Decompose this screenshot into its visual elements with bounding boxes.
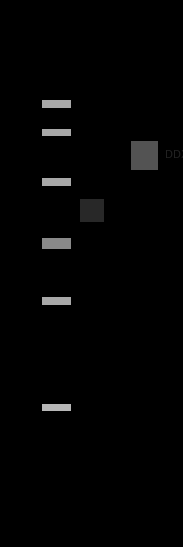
- Bar: [131, 141, 158, 170]
- Bar: [80, 199, 104, 222]
- Bar: [42, 238, 71, 248]
- Bar: [42, 297, 71, 305]
- Bar: [42, 178, 71, 185]
- Bar: [42, 100, 71, 108]
- Bar: [42, 129, 71, 136]
- Bar: [42, 404, 71, 411]
- Text: DDX23: DDX23: [165, 150, 183, 160]
